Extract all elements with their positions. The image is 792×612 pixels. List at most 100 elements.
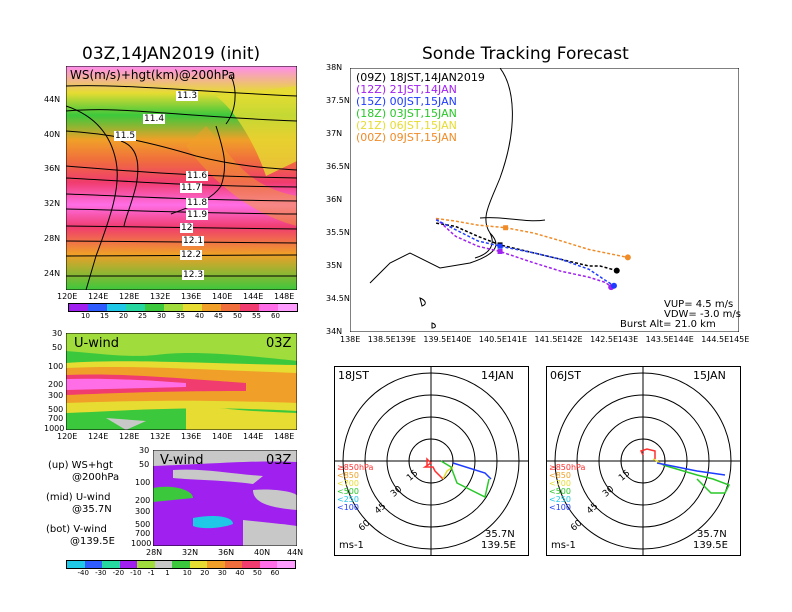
p-tick: 100 bbox=[48, 362, 64, 371]
colorbar-swatch bbox=[137, 561, 155, 568]
u-wind-label: U-wind bbox=[74, 336, 119, 351]
hodograph-right-svg bbox=[547, 367, 740, 555]
track-lat-tick: 36N bbox=[326, 195, 343, 204]
colorbar-swatch bbox=[259, 561, 278, 568]
lat-tick: 28N bbox=[146, 548, 163, 557]
colorbar-label: 60 bbox=[270, 569, 280, 577]
note-line: @139.5E bbox=[70, 536, 115, 547]
p-tick: 1000 bbox=[44, 424, 65, 433]
contour-label: 11.7 bbox=[180, 183, 203, 193]
param-burst: Burst Alt= 21.0 km bbox=[620, 319, 716, 330]
p-tick: 500 bbox=[48, 405, 64, 414]
lon-tick: 144E bbox=[243, 432, 264, 441]
p-tick: 500 bbox=[135, 520, 151, 529]
hodo-left-unit: ms-1 bbox=[339, 540, 364, 551]
track-lat-tick: 36.5N bbox=[326, 162, 350, 171]
hodo-left-lon: 139.5E bbox=[481, 540, 516, 551]
track-lat-tick: 35N bbox=[326, 261, 343, 270]
colorbar-swatch bbox=[172, 561, 190, 568]
colorbar-label: -1 bbox=[147, 569, 155, 577]
lon-tick: 136E bbox=[181, 432, 202, 441]
hodograph-right: 06JST 15JAN 35.7N 139.5E ms-1 15 30 45 6… bbox=[546, 366, 741, 556]
lon-tick: 120E bbox=[57, 432, 78, 441]
track-line-12Z bbox=[435, 217, 612, 288]
track-line-00Z bbox=[436, 217, 629, 259]
p-tick: 300 bbox=[135, 507, 151, 516]
colorbar-swatch bbox=[277, 561, 295, 568]
track-legend-item: (21Z) 06JST,15JAN bbox=[356, 119, 457, 132]
right-title: Sonde Tracking Forecast bbox=[422, 44, 629, 64]
lon-tick: 124E bbox=[88, 292, 109, 301]
lon-tick: 140E bbox=[212, 432, 233, 441]
u-wind-svg bbox=[66, 333, 297, 430]
contour-label: 11.3 bbox=[176, 91, 199, 101]
colorbar-swatch bbox=[88, 304, 107, 311]
p-tick: 1000 bbox=[131, 539, 152, 548]
hodo-legend-item: ≥850hPa bbox=[549, 463, 586, 472]
lat-tick: 32N bbox=[44, 199, 61, 208]
p-tick: 30 bbox=[139, 446, 150, 455]
contour-label: 12.1 bbox=[182, 236, 205, 246]
colorbar-swatch bbox=[221, 304, 240, 311]
track-lon-tick: 141E bbox=[506, 335, 528, 344]
colorbar-label: 10 bbox=[81, 312, 90, 320]
lon-tick: 140E bbox=[212, 292, 233, 301]
note-line: (mid) U-wind bbox=[46, 492, 111, 503]
lat-tick: 36N bbox=[44, 164, 61, 173]
track-lon-tick: 140.5E bbox=[478, 335, 507, 344]
note-line: (up) WS+hgt bbox=[48, 460, 113, 471]
hodo-legend-item: ≥850hPa bbox=[337, 463, 374, 472]
island bbox=[419, 297, 426, 307]
colorbar-label: 40 bbox=[235, 569, 245, 577]
colorbar-label: 20 bbox=[119, 312, 128, 320]
hodo-right-lon: 139.5E bbox=[693, 540, 728, 551]
track-lon-tick: 139E bbox=[395, 335, 416, 344]
u-wind-time: 03Z bbox=[266, 336, 292, 351]
hodo-legend-item: <700 bbox=[337, 479, 359, 488]
p-tick: 300 bbox=[48, 391, 64, 400]
colorbar-swatch bbox=[102, 561, 120, 568]
lat-tick: 44N bbox=[287, 548, 304, 557]
lon-tick: 136E bbox=[181, 292, 202, 301]
track-line-15Z bbox=[435, 219, 615, 287]
colorbar-label: 35 bbox=[176, 312, 185, 320]
lat-tick: 44N bbox=[44, 95, 61, 104]
colorbar-label: -10 bbox=[130, 569, 142, 577]
track-lat-tick: 37.5N bbox=[326, 96, 350, 105]
colorbar-swatch bbox=[119, 561, 138, 568]
track-legend-item: (18Z) 03JST,15JAN bbox=[356, 107, 457, 120]
track-lon-tick: 144.5E bbox=[701, 335, 730, 344]
p-tick: 700 bbox=[48, 414, 64, 423]
lon-tick: 144E bbox=[243, 292, 264, 301]
track-lon-tick: 140E bbox=[451, 335, 472, 344]
colorbar-label: 15 bbox=[100, 312, 109, 320]
colorbar-label: 50 bbox=[252, 569, 262, 577]
lon-tick: 148E bbox=[274, 292, 295, 301]
track-lat-tick: 35.5N bbox=[326, 228, 350, 237]
colorbar-swatch bbox=[84, 561, 103, 568]
lon-tick: 148E bbox=[274, 432, 295, 441]
colorbar-label: 20 bbox=[200, 569, 210, 577]
left-title: 03Z,14JAN2019 (init) bbox=[82, 44, 261, 64]
ws-colorbar bbox=[68, 303, 298, 312]
param-vdw: VDW= -3.0 m/s bbox=[664, 309, 741, 320]
colorbar-swatch bbox=[154, 561, 173, 568]
lat-tick: 40N bbox=[254, 548, 271, 557]
p-tick: 700 bbox=[135, 529, 151, 538]
track-endpoint-09Z bbox=[613, 267, 620, 274]
contour-label: 11.5 bbox=[114, 131, 137, 141]
hodo-legend-item: <700 bbox=[549, 479, 571, 488]
contour-label: 12 bbox=[180, 223, 194, 233]
p-tick: 200 bbox=[48, 380, 64, 389]
colorbar-swatch bbox=[207, 561, 225, 568]
hodo-right-date: 15JAN bbox=[693, 369, 726, 382]
colorbar-swatch bbox=[126, 304, 145, 311]
track-lon-tick: 139.5E bbox=[423, 335, 452, 344]
track-line-09Z bbox=[436, 222, 617, 272]
p-tick: 50 bbox=[52, 343, 63, 352]
track-lon-tick: 142E bbox=[562, 335, 583, 344]
uv-colorbar bbox=[66, 560, 296, 569]
colorbar-label: 1 bbox=[165, 569, 170, 577]
hodo-left-time: 18JST bbox=[338, 369, 369, 382]
colorbar-swatch bbox=[278, 304, 297, 311]
